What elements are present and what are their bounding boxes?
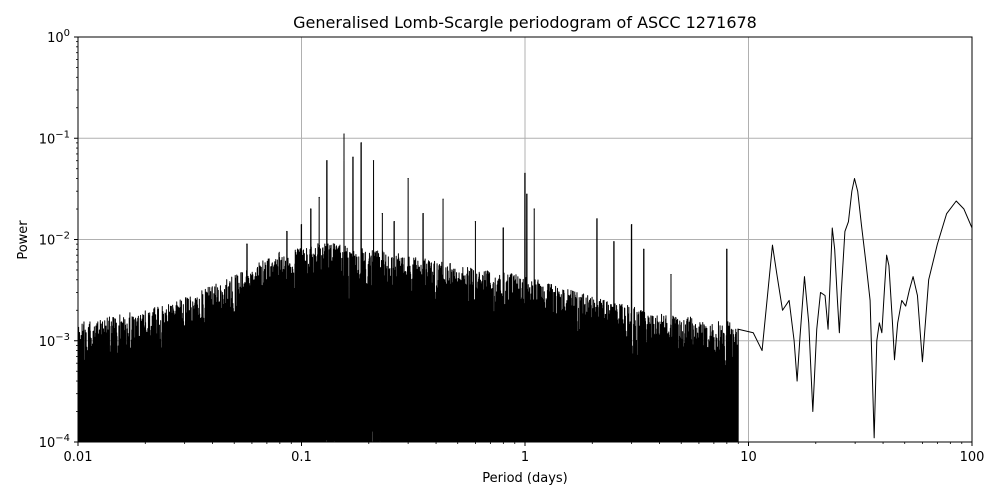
periodogram-peak-5 [286,230,288,233]
x-tick-label: 10 [740,450,757,465]
periodogram-peak-18 [442,198,444,200]
periodogram-peak-16 [407,177,409,180]
y-tick-label: 100 [47,28,70,46]
y-tick-label: 10−4 [39,433,70,451]
periodogram-peak-9 [326,160,328,162]
data-layer [78,133,972,442]
periodogram-peak-3 [246,243,248,245]
periodogram-peak-6 [300,224,303,226]
periodogram-peak-26 [631,224,633,226]
y-tick-label: 10−3 [39,332,70,350]
periodogram-peak-23 [533,208,535,210]
y-tick-base: 10 [39,335,56,350]
periodogram-peak-17 [422,213,424,215]
periodogram-peak-12 [360,142,362,144]
y-tick-base: 10 [39,234,56,249]
x-tick-label: 0.01 [64,450,93,465]
periodogram-peak-24 [596,218,598,220]
periodogram-peak-21 [524,172,526,174]
y-tick-exponent: −4 [55,433,70,444]
periodogram-peak-0 [184,325,186,327]
periodogram-peak-20 [502,227,504,229]
periodogram-peak-2 [227,305,229,307]
periodogram-peak-1 [211,316,214,319]
periodogram-peak-19 [474,221,477,223]
periodogram-peak-11 [352,156,354,158]
periodogram-peak-14 [381,213,383,215]
periodogram-peak-25 [613,241,615,243]
x-axis-label: Period (days) [482,471,568,486]
periodogram-peak-28 [670,274,672,276]
y-tick-exponent: −3 [55,332,70,343]
periodogram-peak-8 [318,196,320,199]
y-tick-exponent: −1 [55,129,70,140]
y-tick-base: 10 [47,31,64,46]
periodogram-peak-10 [343,133,345,135]
x-tick-label: 100 [960,450,985,465]
y-tick-exponent: 0 [64,28,70,39]
periodogram-peak-4 [266,279,268,281]
x-tick-label: 1 [521,450,529,465]
y-tick-label: 10−1 [39,129,70,147]
periodogram-peak-13 [372,160,375,162]
periodogram-peak-22 [526,193,528,195]
periodogram-series-line [78,133,972,442]
periodogram-peak-7 [310,208,312,210]
periodogram-peak-29 [726,248,728,250]
x-tick-label: 0.1 [291,450,312,465]
periodogram-peak-27 [643,248,645,250]
y-tick-base: 10 [39,132,56,147]
chart-title: Generalised Lomb-Scargle periodogram of … [293,13,757,32]
periodogram-peak-15 [393,221,395,223]
y-tick-label: 10−2 [39,231,70,249]
y-tick-exponent: −2 [55,231,70,242]
y-axis-label: Power [16,220,31,260]
y-tick-base: 10 [39,436,56,451]
